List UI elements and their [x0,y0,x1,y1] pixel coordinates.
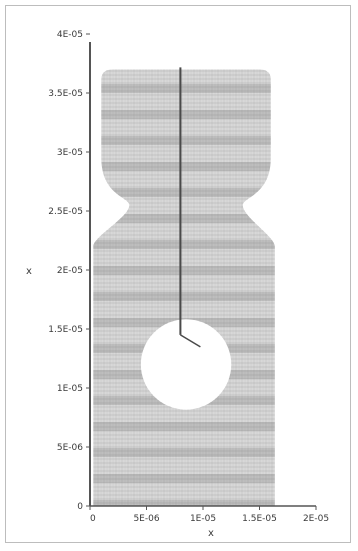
y-tick-label: 0 [77,502,83,512]
x-axis-label: x [208,528,214,539]
x-axis-ticks: 0 5E-06 1E-05 1.5E-05 2E-05 [89,506,329,524]
x-tick-label: 0 [90,514,96,524]
y-tick-label: 4E-05 [57,30,83,40]
y-tick-label: 2E-05 [57,266,83,276]
y-tick-label: 1.5E-05 [48,325,83,335]
y-axis-ticks: 0 5E-06 1E-05 1.5E-05 2E-05 2.5E-05 3E-05 3.5E-… [48,30,90,512]
x-tick-label: 1.5E-05 [242,514,277,524]
y-tick-label: 1E-05 [57,384,83,394]
mesh-plot: 0 5E-06 1E-05 1.5E-05 2E-05 2.5E-05 3E-05 3.5E-… [26,30,329,539]
y-tick-label: 3.5E-05 [48,89,83,99]
x-tick-label: 5E-06 [133,514,159,524]
y-axis-label: x [26,266,32,277]
notch-hole [140,319,232,410]
y-tick-label: 3E-05 [57,148,83,158]
specimen-mesh [93,69,275,507]
y-tick-label: 5E-06 [57,443,83,453]
x-tick-label: 1E-05 [190,514,216,524]
figure-frame: 0 5E-06 1E-05 1.5E-05 2E-05 2.5E-05 3E-05 3.5E-… [5,5,351,543]
y-tick-label: 2.5E-05 [48,207,83,217]
crack-tip-line [180,334,201,348]
x-tick-label: 2E-05 [303,514,329,524]
